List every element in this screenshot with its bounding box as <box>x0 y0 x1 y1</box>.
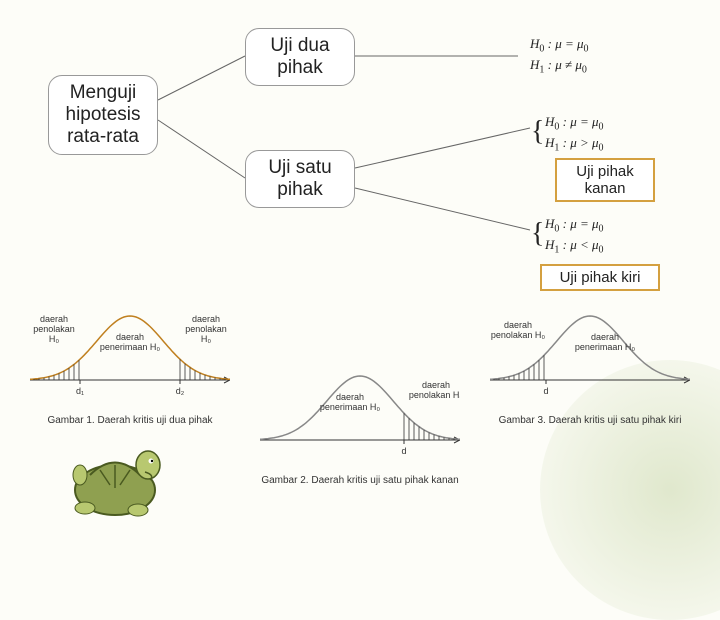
formula-two-tail: H0 : μ = μ0H1 : μ ≠ μ0 <box>530 35 589 77</box>
svg-text:d₁: d₁ <box>76 386 84 396</box>
formula-right-tail: {H0 : μ = μ0H1 : μ > μ0 <box>545 113 604 155</box>
svg-text:d: d <box>543 386 548 396</box>
node-root: Mengujihipotesisrata-rata <box>48 75 158 155</box>
formula-left-tail: {H0 : μ = μ0H1 : μ < μ0 <box>545 215 604 257</box>
chart-left-tail: ddaerahpenolakan H₀daerahpenerimaan H₀ G… <box>490 310 690 426</box>
turtle-illustration <box>60 420 170 525</box>
chart-right-tail: ddaerahpenerimaan H₀daerahpenolakan H₀ G… <box>260 370 460 486</box>
svg-text:penerimaan H₀: penerimaan H₀ <box>575 342 636 352</box>
chart-two-tail: d₁d₂daerahpenolakanH₀daerahpenerimaan H₀… <box>30 310 230 426</box>
svg-text:penerimaan H₀: penerimaan H₀ <box>100 342 161 352</box>
svg-text:daerah: daerah <box>336 392 364 402</box>
node-two-tail: Uji duapihak <box>245 28 355 86</box>
svg-text:d: d <box>401 446 406 456</box>
svg-text:penerimaan H₀: penerimaan H₀ <box>320 402 381 412</box>
svg-text:d₂: d₂ <box>176 386 185 396</box>
svg-text:H₀: H₀ <box>49 334 59 344</box>
svg-text:H₀: H₀ <box>201 334 211 344</box>
svg-text:penolakan: penolakan <box>185 324 227 334</box>
svg-text:penolakan: penolakan <box>33 324 75 334</box>
label-left-tail: Uji pihak kiri <box>540 264 660 291</box>
svg-text:penolakan H₀: penolakan H₀ <box>491 330 546 340</box>
svg-text:daerah: daerah <box>504 320 532 330</box>
svg-text:daerah: daerah <box>40 314 68 324</box>
svg-text:daerah: daerah <box>116 332 144 342</box>
node-one-tail: Uji satupihak <box>245 150 355 208</box>
svg-text:penolakan H₀: penolakan H₀ <box>409 390 460 400</box>
svg-text:daerah: daerah <box>422 380 450 390</box>
label-right-tail: Uji pihakkanan <box>555 158 655 202</box>
svg-text:daerah: daerah <box>192 314 220 324</box>
svg-text:daerah: daerah <box>591 332 619 342</box>
